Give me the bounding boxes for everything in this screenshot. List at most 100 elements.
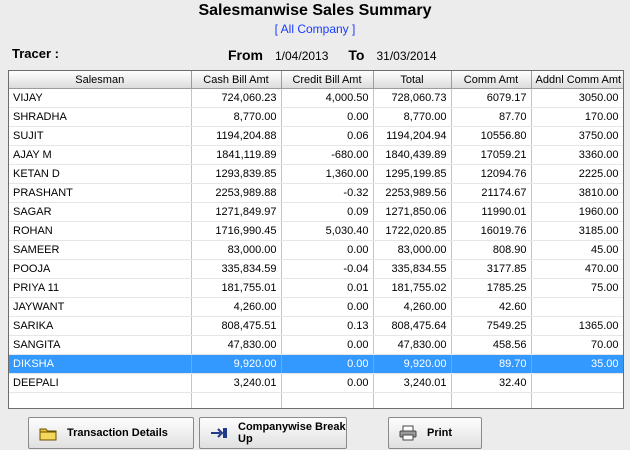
printer-icon bbox=[397, 424, 419, 442]
salesman-cell: VIJAY bbox=[9, 88, 192, 108]
amount-cell: 2253,989.88 bbox=[191, 183, 282, 203]
amount-cell: 724,060.23 bbox=[191, 88, 282, 108]
table-row[interactable]: POOJA 335,834.59 -0.04 335,834.55 3177.85 470… bbox=[9, 259, 623, 279]
amount-cell: 4,000.50 bbox=[281, 88, 374, 108]
salesman-cell: SUJIT bbox=[9, 126, 192, 146]
empty-cell bbox=[281, 392, 374, 408]
transaction-details-button[interactable]: Transaction Details bbox=[28, 417, 194, 449]
table-row[interactable]: AJAY M 1841,119.89 -680.00 1840,439.89 17059… bbox=[9, 145, 623, 165]
column-header[interactable]: Addnl Comm Amt bbox=[531, 71, 623, 89]
amount-cell: 87.70 bbox=[451, 107, 532, 127]
amount-cell: 3360.00 bbox=[531, 145, 623, 165]
table-row[interactable]: PRASHANT 2253,989.88 -0.32 2253,989.56 21174… bbox=[9, 183, 623, 203]
amount-cell: 3,240.01 bbox=[191, 373, 282, 393]
amount-cell: 470.00 bbox=[531, 259, 623, 279]
amount-cell: 11990.01 bbox=[451, 202, 532, 222]
column-header[interactable]: Cash Bill Amt bbox=[191, 71, 282, 89]
amount-cell: 181,755.02 bbox=[373, 278, 452, 298]
table-row[interactable]: PRIYA 11 181,755.01 0.01 181,755.02 1785.25 7… bbox=[9, 278, 623, 298]
column-header[interactable]: Salesman bbox=[9, 71, 192, 89]
empty-cell bbox=[191, 392, 282, 408]
to-label: To bbox=[348, 47, 365, 63]
table-row[interactable]: JAYWANT 4,260.00 0.00 4,260.00 42.60 bbox=[9, 297, 623, 317]
amount-cell: 0.00 bbox=[281, 297, 374, 317]
amount-cell: 1271,850.06 bbox=[373, 202, 452, 222]
table-row[interactable]: SUJIT 1194,204.88 0.06 1194,204.94 10556.80 3… bbox=[9, 126, 623, 146]
salesman-cell: SAMEER bbox=[9, 240, 192, 260]
table-row[interactable]: SARIKA 808,475.51 0.13 808,475.64 7549.25 136… bbox=[9, 316, 623, 336]
sales-summary-grid[interactable]: Salesman Cash Bill Amt Credit Bill Amt Tota… bbox=[8, 70, 624, 409]
column-header[interactable]: Comm Amt bbox=[451, 71, 532, 89]
amount-cell: 12094.76 bbox=[451, 164, 532, 184]
table-row[interactable]: SHRADHA 8,770.00 0.00 8,770.00 87.70 170.00 bbox=[9, 107, 623, 127]
amount-cell: 0.00 bbox=[281, 240, 374, 260]
amount-cell: 0.13 bbox=[281, 316, 374, 336]
amount-cell: 1,360.00 bbox=[281, 164, 374, 184]
print-label: Print bbox=[427, 427, 453, 439]
sales-table: Salesman Cash Bill Amt Credit Bill Amt Tota… bbox=[9, 71, 623, 408]
salesman-cell: JAYWANT bbox=[9, 297, 192, 317]
amount-cell: 0.00 bbox=[281, 335, 374, 355]
salesman-cell: KETAN D bbox=[9, 164, 192, 184]
print-button[interactable]: Print bbox=[388, 417, 482, 449]
window-title: Salesmanwise Sales Summary bbox=[198, 2, 432, 19]
tracer-label: Tracer : bbox=[12, 46, 59, 61]
folder-icon bbox=[37, 424, 59, 442]
amount-cell: 335,834.59 bbox=[191, 259, 282, 279]
table-row[interactable]: SANGITA 47,830.00 0.00 47,830.00 458.56 70.00 bbox=[9, 335, 623, 355]
amount-cell: 7549.25 bbox=[451, 316, 532, 336]
amount-cell: 3810.00 bbox=[531, 183, 623, 203]
from-date: 1/04/2013 bbox=[275, 49, 329, 63]
date-range: From 1/04/2013 To 31/03/2014 bbox=[228, 47, 437, 63]
salesman-cell: AJAY M bbox=[9, 145, 192, 165]
amount-cell: 1840,439.89 bbox=[373, 145, 452, 165]
amount-cell: 17059.21 bbox=[451, 145, 532, 165]
amount-cell: -0.32 bbox=[281, 183, 374, 203]
table-row[interactable]: KETAN D 1293,839.85 1,360.00 1295,199.85 120… bbox=[9, 164, 623, 184]
table-row[interactable]: SAGAR 1271,849.97 0.09 1271,850.06 11990.01 1… bbox=[9, 202, 623, 222]
amount-cell: 47,830.00 bbox=[191, 335, 282, 355]
amount-cell: -0.04 bbox=[281, 259, 374, 279]
amount-cell: 808,475.51 bbox=[191, 316, 282, 336]
companywise-breakup-label: Companywise Break Up bbox=[238, 421, 346, 445]
amount-cell: 0.00 bbox=[281, 107, 374, 127]
amount-cell: 4,260.00 bbox=[191, 297, 282, 317]
salesman-cell: DEEPALI bbox=[9, 373, 192, 393]
salesman-cell: ROHAN bbox=[9, 221, 192, 241]
amount-cell: 2225.00 bbox=[531, 164, 623, 184]
header-row: Salesman Cash Bill Amt Credit Bill Amt Tota… bbox=[9, 71, 623, 89]
salesman-cell: SARIKA bbox=[9, 316, 192, 336]
amount-cell: 1194,204.88 bbox=[191, 126, 282, 146]
amount-cell: 5,030.40 bbox=[281, 221, 374, 241]
salesman-cell: PRASHANT bbox=[9, 183, 192, 203]
amount-cell: 32.40 bbox=[451, 373, 532, 393]
amount-cell: 808,475.64 bbox=[373, 316, 452, 336]
amount-cell: 9,920.00 bbox=[191, 354, 282, 374]
amount-cell: 75.00 bbox=[531, 278, 623, 298]
amount-cell: 35.00 bbox=[531, 354, 623, 374]
amount-cell: 21174.67 bbox=[451, 183, 532, 203]
amount-cell: 1785.25 bbox=[451, 278, 532, 298]
amount-cell: 170.00 bbox=[531, 107, 623, 127]
amount-cell: 3750.00 bbox=[531, 126, 623, 146]
amount-cell: 70.00 bbox=[531, 335, 623, 355]
amount-cell: 4,260.00 bbox=[373, 297, 452, 317]
companywise-breakup-button[interactable]: Companywise Break Up bbox=[199, 417, 347, 449]
salesman-cell: SANGITA bbox=[9, 335, 192, 355]
table-row[interactable]: DEEPALI 3,240.01 0.00 3,240.01 32.40 bbox=[9, 373, 623, 393]
amount-cell: 47,830.00 bbox=[373, 335, 452, 355]
salesman-cell: POOJA bbox=[9, 259, 192, 279]
table-row[interactable]: SAMEER 83,000.00 0.00 83,000.00 808.90 45.00 bbox=[9, 240, 623, 260]
column-header[interactable]: Total bbox=[373, 71, 452, 89]
table-body: VIJAY 724,060.23 4,000.50 728,060.73 6079.17… bbox=[9, 88, 623, 408]
table-row[interactable]: VIJAY 724,060.23 4,000.50 728,060.73 6079.17… bbox=[9, 88, 623, 108]
amount-cell: 89.70 bbox=[451, 354, 532, 374]
amount-cell: 1841,119.89 bbox=[191, 145, 282, 165]
column-header[interactable]: Credit Bill Amt bbox=[281, 71, 374, 89]
table-row[interactable]: DIKSHA 9,920.00 0.00 9,920.00 89.70 35.00 bbox=[9, 354, 623, 374]
companywise-label-line1: Companywise Break bbox=[238, 421, 346, 433]
amount-cell: 45.00 bbox=[531, 240, 623, 260]
split-arrow-icon bbox=[208, 424, 230, 442]
amount-cell: 1194,204.94 bbox=[373, 126, 452, 146]
table-row[interactable]: ROHAN 1716,990.45 5,030.40 1722,020.85 16019… bbox=[9, 221, 623, 241]
